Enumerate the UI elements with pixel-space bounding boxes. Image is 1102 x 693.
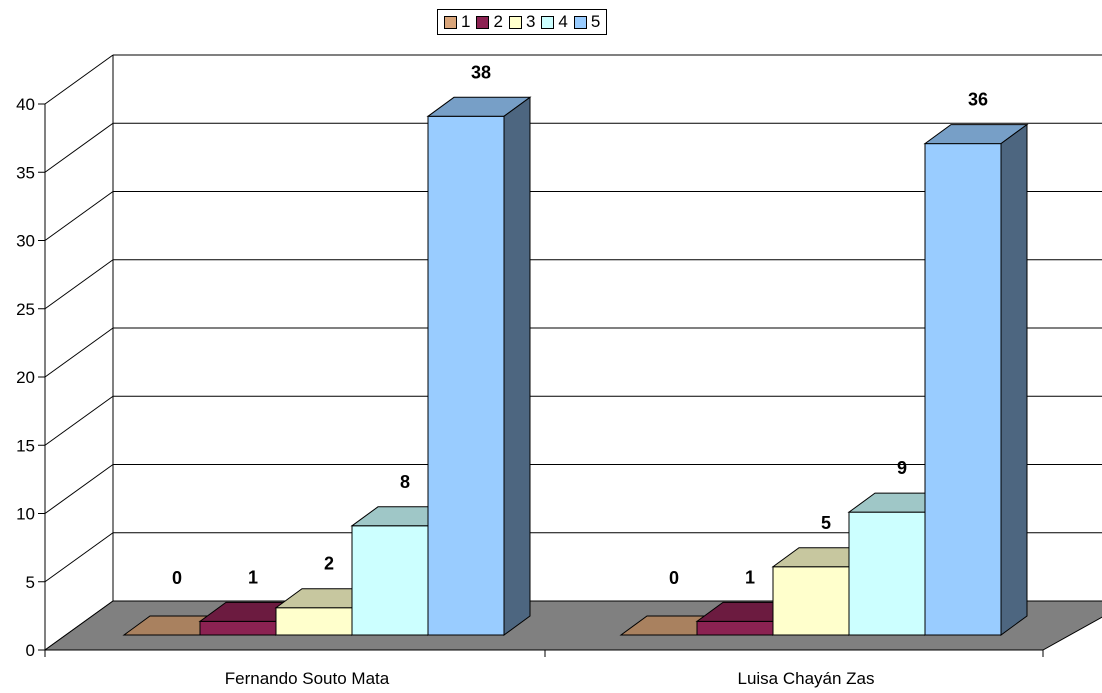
legend-item: 5 <box>573 12 601 32</box>
y-tick-label: 25 <box>16 300 35 319</box>
y-tick-label: 0 <box>26 641 35 660</box>
y-tick-label: 15 <box>16 436 35 455</box>
legend-label: 1 <box>461 12 471 31</box>
legend-swatch <box>541 15 555 29</box>
y-tick-label: 40 <box>16 95 35 114</box>
chart-legend: 1 2 3 4 5 <box>437 9 608 35</box>
legend-label: 4 <box>558 12 568 31</box>
y-tick-label: 35 <box>16 163 35 182</box>
bar <box>427 115 505 636</box>
side-wall-line <box>44 395 114 446</box>
bar-side <box>1000 123 1028 636</box>
data-label: 0 <box>172 568 182 588</box>
data-label: 9 <box>897 458 907 478</box>
legend-label: 5 <box>590 12 601 31</box>
legend-item: 1 <box>444 12 470 32</box>
data-label: 2 <box>324 554 334 574</box>
legend-swatch <box>573 15 587 29</box>
legend-swatch <box>444 15 457 29</box>
legend-label: 3 <box>525 12 536 31</box>
bar <box>275 607 353 636</box>
side-wall-line <box>44 54 114 105</box>
y-tick-label: 20 <box>16 368 35 387</box>
data-label: 5 <box>821 513 831 533</box>
x-tick-label: Luisa Chayán Zas <box>737 669 874 688</box>
bar-side <box>503 96 531 636</box>
data-label: 38 <box>471 62 491 82</box>
legend-label: 2 <box>493 12 503 31</box>
legend-item: 3 <box>508 12 536 32</box>
data-label: 1 <box>248 567 258 587</box>
side-wall-line <box>44 191 114 241</box>
y-tick-label: 10 <box>16 505 35 524</box>
data-label: 1 <box>745 567 755 587</box>
bar <box>199 620 277 636</box>
side-wall-line <box>44 532 114 583</box>
y-tick-label: 5 <box>26 573 35 592</box>
legend-swatch <box>508 15 522 29</box>
bar <box>848 511 926 636</box>
x-tick-label: Fernando Souto Mata <box>225 669 390 688</box>
side-wall-line <box>44 122 114 173</box>
side-wall-line <box>44 327 114 378</box>
bar <box>772 566 850 636</box>
data-label: 8 <box>400 472 410 492</box>
data-label: 36 <box>968 90 988 110</box>
legend-item: 4 <box>541 12 568 32</box>
bar <box>351 525 429 636</box>
bar <box>924 143 1002 636</box>
legend-item: 2 <box>476 12 503 32</box>
y-tick-label: 30 <box>16 232 35 251</box>
side-wall-line <box>44 259 114 310</box>
legend-swatch <box>476 15 490 29</box>
bar <box>696 620 774 636</box>
side-wall-line <box>44 464 114 514</box>
data-label: 0 <box>669 568 679 588</box>
